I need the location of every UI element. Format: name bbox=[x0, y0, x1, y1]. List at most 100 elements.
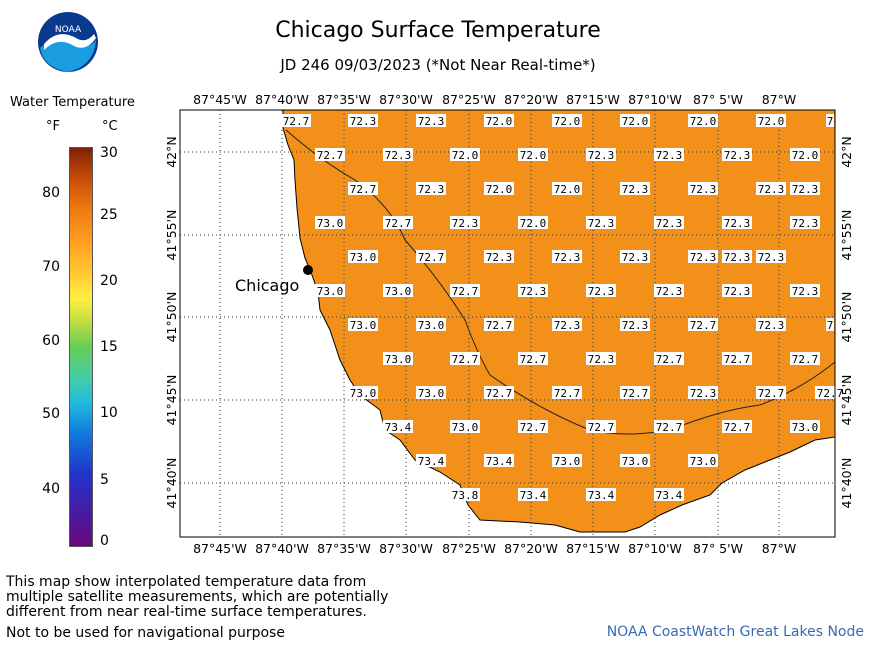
temp-value: 72.3 bbox=[724, 285, 751, 298]
legend-tick-c: 20 bbox=[100, 273, 118, 289]
legend-tick-c: 10 bbox=[100, 405, 118, 421]
credit: NOAA CoastWatch Great Lakes Node bbox=[606, 624, 864, 640]
temp-value: 73.0 bbox=[418, 387, 445, 400]
temp-label-bg bbox=[348, 182, 378, 195]
temp-label: 73.0 bbox=[348, 386, 378, 400]
temp-label: 72.3 bbox=[756, 250, 786, 264]
temp-label: 73.0 bbox=[416, 386, 446, 400]
temp-value: 72.3 bbox=[588, 353, 615, 366]
temp-label-bg bbox=[383, 284, 413, 297]
temp-label-bg bbox=[315, 216, 345, 229]
temp-value: 72.0 bbox=[554, 115, 581, 128]
temp-value: 72.7 bbox=[656, 353, 683, 366]
temp-label: 72.3 bbox=[722, 284, 752, 298]
temp-label-bg bbox=[281, 114, 311, 127]
temp-label-bg bbox=[416, 182, 446, 195]
temp-label-bg bbox=[383, 420, 413, 433]
temp-label-bg bbox=[654, 488, 684, 501]
temperature-labels: 72.7 72.3 72.3 72.0 72.0 72.0 72.0 72.0 7 72.7 72.… bbox=[281, 114, 845, 502]
temp-value: 72.7 bbox=[817, 387, 844, 400]
temp-label: 72.7 bbox=[484, 386, 514, 400]
lat-label-left: 41°40'N bbox=[164, 458, 179, 509]
legend-tick-f: 40 bbox=[42, 481, 60, 497]
legend-unit-f: °F bbox=[46, 119, 60, 134]
lon-label-top: 87°45'W bbox=[193, 92, 247, 107]
temp-value: 72.3 bbox=[350, 115, 377, 128]
temp-label: 72.7 bbox=[620, 386, 650, 400]
temp-value: 73.0 bbox=[622, 455, 649, 468]
temp-label-bg bbox=[450, 488, 480, 501]
temp-label-bg bbox=[552, 114, 582, 127]
temp-label: 72.7 bbox=[315, 148, 345, 162]
temp-value: 72.0 bbox=[690, 115, 717, 128]
temp-label: 72.7 bbox=[383, 216, 413, 230]
temp-label: 72.3 bbox=[620, 182, 650, 196]
temp-value: 72.3 bbox=[622, 319, 649, 332]
temp-label-bg bbox=[654, 216, 684, 229]
temp-label: 72.3 bbox=[416, 182, 446, 196]
temp-label: 73.0 bbox=[790, 420, 820, 434]
temp-label-bg bbox=[620, 454, 650, 467]
temp-value: 72.3 bbox=[554, 251, 581, 264]
temp-label: 72.7 bbox=[756, 386, 786, 400]
temp-label-bg bbox=[484, 386, 514, 399]
temp-label: 72.3 bbox=[756, 318, 786, 332]
temp-label-bg bbox=[552, 454, 582, 467]
lon-label-top: 87°W bbox=[762, 92, 797, 107]
lon-label-top: 87°40'W bbox=[255, 92, 309, 107]
temp-value: 72.3 bbox=[656, 217, 683, 230]
temp-label-bg bbox=[518, 420, 548, 433]
temp-label-bg bbox=[654, 352, 684, 365]
temp-label: 72.7 bbox=[450, 352, 480, 366]
temp-label: 73.4 bbox=[518, 488, 548, 502]
temp-value: 73.4 bbox=[588, 489, 615, 502]
temp-label: 72.7 bbox=[790, 352, 820, 366]
noaa-logo: NOAA bbox=[38, 12, 98, 72]
temp-label: 72.3 bbox=[790, 216, 820, 230]
temp-label: 72.3 bbox=[586, 352, 616, 366]
temp-label: 72.7 bbox=[348, 182, 378, 196]
temp-value: 72.3 bbox=[792, 183, 819, 196]
temp-value: 72.3 bbox=[758, 183, 785, 196]
temp-value: 72.3 bbox=[486, 251, 513, 264]
temp-value: 73.0 bbox=[317, 217, 344, 230]
temp-value: 73.0 bbox=[690, 455, 717, 468]
temp-label-bg bbox=[450, 352, 480, 365]
temp-value: 72.3 bbox=[588, 217, 615, 230]
temp-label: 72.7 bbox=[518, 352, 548, 366]
temp-label-bg bbox=[722, 352, 752, 365]
temp-label-bg bbox=[688, 250, 718, 263]
temp-label-bg bbox=[416, 250, 446, 263]
temp-value: 73.0 bbox=[554, 455, 581, 468]
legend-title: Water Temperature bbox=[10, 95, 135, 110]
temp-value: 72.3 bbox=[758, 319, 785, 332]
temp-label: 72.3 bbox=[348, 114, 378, 128]
temp-label-bg bbox=[688, 114, 718, 127]
temp-label-bg bbox=[586, 488, 616, 501]
legend-tick-f: 60 bbox=[42, 333, 60, 349]
temp-label-bg bbox=[826, 318, 834, 331]
temp-label-bg bbox=[756, 250, 786, 263]
temp-label-bg bbox=[826, 114, 834, 127]
temp-value: 72.3 bbox=[690, 183, 717, 196]
temp-label-bg bbox=[383, 352, 413, 365]
temp-label: 72.3 bbox=[654, 216, 684, 230]
temp-label-bg bbox=[518, 352, 548, 365]
temp-value: 72.7 bbox=[724, 421, 751, 434]
temp-label-bg bbox=[450, 148, 480, 161]
lon-label-bottom: 87°45'W bbox=[193, 541, 247, 556]
temp-value: 72.0 bbox=[554, 183, 581, 196]
temp-value: 73.4 bbox=[418, 455, 445, 468]
temp-value: 72.3 bbox=[622, 251, 649, 264]
temp-label-bg bbox=[348, 114, 378, 127]
temp-label: 72.3 bbox=[383, 148, 413, 162]
temp-label: 72.7 bbox=[688, 318, 718, 332]
temp-label-bg bbox=[654, 420, 684, 433]
temp-label-bg bbox=[586, 352, 616, 365]
disclaimer-line: This map show interpolated temperature d… bbox=[6, 574, 367, 590]
temp-label: 72.7 bbox=[815, 386, 845, 400]
temp-label-bg bbox=[450, 284, 480, 297]
lon-label-bottom: 87°35'W bbox=[317, 541, 371, 556]
temp-label: 72.0 bbox=[552, 114, 582, 128]
temp-value: 72.7 bbox=[452, 353, 479, 366]
